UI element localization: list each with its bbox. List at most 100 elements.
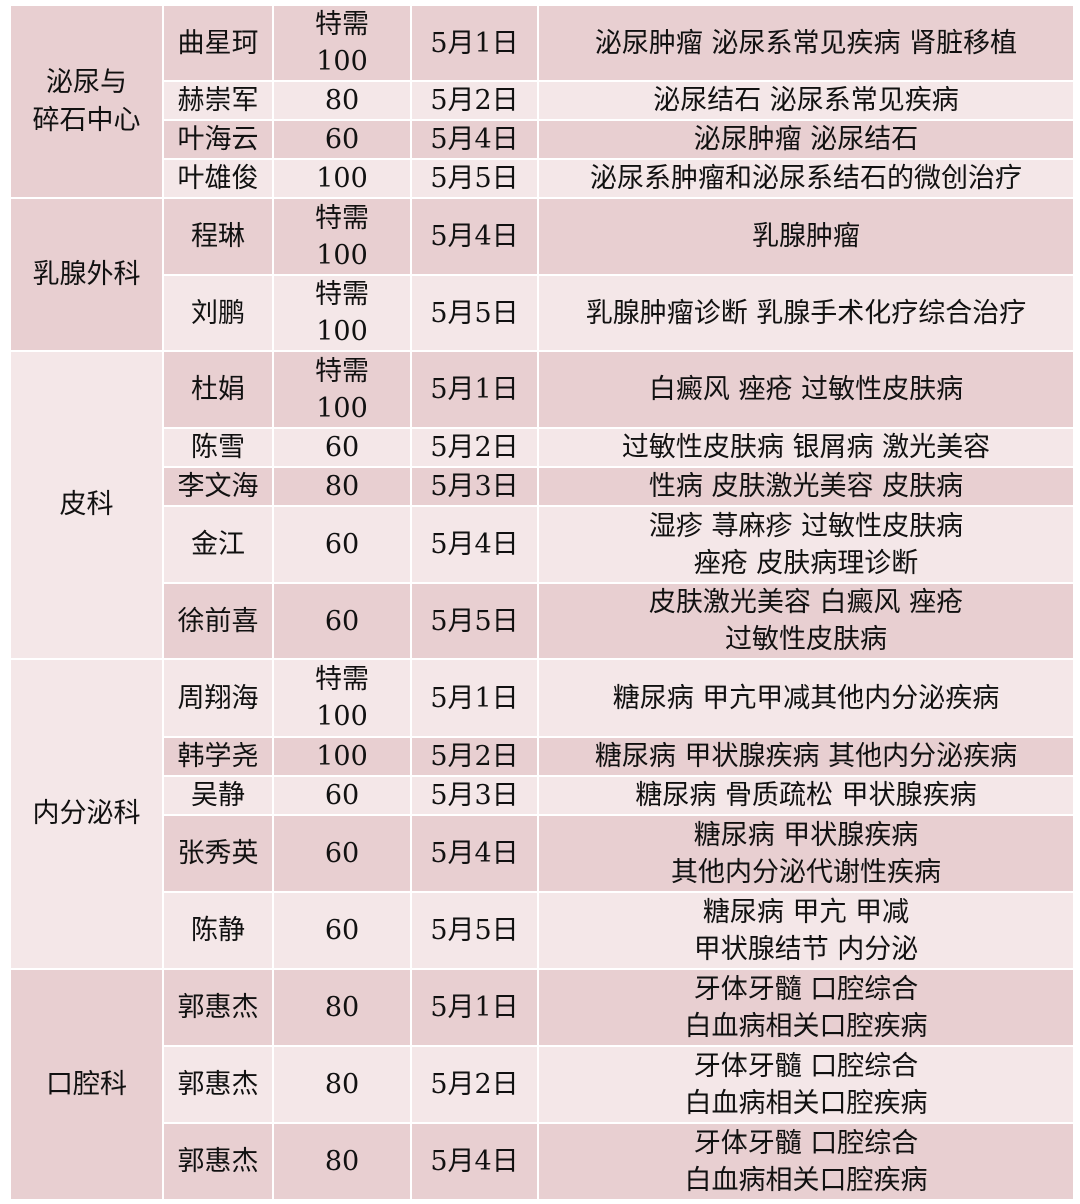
specialty-cell: 泌尿系肿瘤和泌尿系结石的微创治疗 <box>537 158 1075 199</box>
department-cell: 口腔科 <box>9 968 164 1201</box>
doctor-name-cell: 刘鹏 <box>162 274 274 352</box>
doctor-name-cell: 陈雪 <box>162 427 274 468</box>
table-row: 徐前喜 60 5月5日 皮肤激光美容 白癜风 痤疮 过敏性皮肤病 <box>10 582 1075 660</box>
table-row: 皮科 杜娟 特需 100 5月1日 白癜风 痤疮 过敏性皮肤病 <box>9 350 1075 660</box>
specialty-cell: 泌尿结石 泌尿系常见疾病 <box>537 80 1075 121</box>
department-cell: 内分泌科 <box>9 658 164 970</box>
doctor-name-cell: 郭惠杰 <box>162 1045 274 1124</box>
date-cell: 5月2日 <box>410 427 539 468</box>
specialty-cell: 糖尿病 甲状腺疾病 其他内分泌代谢性疾病 <box>537 814 1075 893</box>
table-row: 金江 60 5月4日 湿疹 荨麻疹 过敏性皮肤病 痤疮 皮肤病理诊断 <box>10 505 1075 584</box>
doctor-name-cell: 吴静 <box>162 775 274 816</box>
doctor-name-cell: 郭惠杰 <box>162 968 274 1047</box>
specialty-cell: 糖尿病 甲亢 甲减 甲状腺结节 内分泌 <box>537 891 1075 970</box>
table-row: 郭惠杰 80 5月4日 牙体牙髓 口腔综合 白血病相关口腔疾病 <box>10 1122 1075 1201</box>
specialty-cell: 牙体牙髓 口腔综合 白血病相关口腔疾病 <box>537 968 1075 1047</box>
date-cell: 5月2日 <box>410 80 539 121</box>
table-row: 李文海 80 5月3日 性病 皮肤激光美容 皮肤病 <box>10 466 1075 507</box>
department-cell: 泌尿与 碎石中心 <box>9 4 164 199</box>
fee-cell: 60 <box>272 119 412 160</box>
date-cell: 5月4日 <box>410 197 539 276</box>
fee-cell: 100 <box>272 158 412 199</box>
fee-cell: 60 <box>272 891 412 970</box>
specialty-cell: 过敏性皮肤病 银屑病 激光美容 <box>537 427 1075 468</box>
table-row: 乳腺外科 程琳 特需 100 5月4日 乳腺肿瘤 <box>9 197 1075 352</box>
date-cell: 5月1日 <box>410 658 539 738</box>
department-cell: 皮科 <box>9 350 164 660</box>
specialty-cell: 性病 皮肤激光美容 皮肤病 <box>537 466 1075 507</box>
fee-cell: 60 <box>272 814 412 893</box>
doctor-name-cell: 韩学尧 <box>162 736 274 777</box>
fee-cell: 特需 100 <box>272 274 412 352</box>
date-cell: 5月3日 <box>410 775 539 816</box>
fee-cell: 60 <box>272 582 412 660</box>
doctor-name-cell: 徐前喜 <box>162 582 274 660</box>
table-row: 韩学尧 100 5月2日 糖尿病 甲状腺疾病 其他内分泌疾病 <box>10 736 1075 777</box>
date-cell: 5月5日 <box>410 158 539 199</box>
date-cell: 5月4日 <box>410 1122 539 1201</box>
schedule-table: 泌尿与 碎石中心 曲星珂 特需 100 5月1日 泌尿肿瘤 泌尿系常见疾病 肾脏移植 赫崇… <box>9 4 1075 1201</box>
fee-cell: 60 <box>272 505 412 584</box>
specialty-cell: 牙体牙髓 口腔综合 白血病相关口腔疾病 <box>537 1045 1075 1124</box>
specialty-cell: 皮肤激光美容 白癜风 痤疮 过敏性皮肤病 <box>537 582 1075 660</box>
table-row: 内分泌科 周翔海 特需 100 5月1日 糖尿病 甲亢甲减其他内分泌疾病 <box>9 658 1075 970</box>
table-row: 陈静 60 5月5日 糖尿病 甲亢 甲减 甲状腺结节 内分泌 <box>10 891 1075 970</box>
date-cell: 5月4日 <box>410 119 539 160</box>
specialty-cell: 湿疹 荨麻疹 过敏性皮肤病 痤疮 皮肤病理诊断 <box>537 505 1075 584</box>
table-row: 陈雪 60 5月2日 过敏性皮肤病 银屑病 激光美容 <box>10 427 1075 468</box>
fee-cell: 特需 100 <box>272 4 412 82</box>
doctor-name-cell: 杜娟 <box>162 350 274 429</box>
date-cell: 5月5日 <box>410 582 539 660</box>
table-row: 叶海云 60 5月4日 泌尿肿瘤 泌尿结石 <box>10 119 1075 160</box>
fee-cell: 80 <box>272 1122 412 1201</box>
date-cell: 5月1日 <box>410 4 539 82</box>
doctor-name-cell: 郭惠杰 <box>162 1122 274 1201</box>
doctor-name-cell: 李文海 <box>162 466 274 507</box>
date-cell: 5月2日 <box>410 736 539 777</box>
fee-cell: 80 <box>272 466 412 507</box>
table-row: 叶雄俊 100 5月5日 泌尿系肿瘤和泌尿系结石的微创治疗 <box>10 158 1075 199</box>
doctor-name-cell: 金江 <box>162 505 274 584</box>
doctor-name-cell: 叶雄俊 <box>162 158 274 199</box>
specialty-cell: 糖尿病 甲亢甲减其他内分泌疾病 <box>537 658 1075 738</box>
fee-cell: 60 <box>272 775 412 816</box>
date-cell: 5月1日 <box>410 968 539 1047</box>
table-row: 郭惠杰 80 5月2日 牙体牙髓 口腔综合 白血病相关口腔疾病 <box>10 1045 1075 1124</box>
fee-cell: 80 <box>272 968 412 1047</box>
doctor-name-cell: 叶海云 <box>162 119 274 160</box>
fee-cell: 80 <box>272 80 412 121</box>
fee-cell: 100 <box>272 736 412 777</box>
fee-cell: 60 <box>272 427 412 468</box>
table-row: 刘鹏 特需 100 5月5日 乳腺肿瘤诊断 乳腺手术化疗综合治疗 <box>10 274 1075 352</box>
date-cell: 5月1日 <box>410 350 539 429</box>
fee-cell: 特需 100 <box>272 350 412 429</box>
specialty-cell: 白癜风 痤疮 过敏性皮肤病 <box>537 350 1075 429</box>
specialty-cell: 泌尿肿瘤 泌尿结石 <box>537 119 1075 160</box>
doctor-name-cell: 张秀英 <box>162 814 274 893</box>
fee-cell: 80 <box>272 1045 412 1124</box>
date-cell: 5月4日 <box>410 814 539 893</box>
specialty-cell: 乳腺肿瘤诊断 乳腺手术化疗综合治疗 <box>537 274 1075 352</box>
specialty-cell: 糖尿病 甲状腺疾病 其他内分泌疾病 <box>537 736 1075 777</box>
date-cell: 5月5日 <box>410 274 539 352</box>
specialty-cell: 牙体牙髓 口腔综合 白血病相关口腔疾病 <box>537 1122 1075 1201</box>
specialty-cell: 泌尿肿瘤 泌尿系常见疾病 肾脏移植 <box>537 4 1075 82</box>
department-cell: 乳腺外科 <box>9 197 164 352</box>
table-row: 口腔科 郭惠杰 80 5月1日 牙体牙髓 口腔综合 白血病相关口腔疾病 <box>9 968 1075 1201</box>
specialty-cell: 糖尿病 骨质疏松 甲状腺疾病 <box>537 775 1075 816</box>
doctor-name-cell: 赫崇军 <box>162 80 274 121</box>
specialty-cell: 乳腺肿瘤 <box>537 197 1075 276</box>
table-row: 吴静 60 5月3日 糖尿病 骨质疏松 甲状腺疾病 <box>10 775 1075 816</box>
table-row: 张秀英 60 5月4日 糖尿病 甲状腺疾病 其他内分泌代谢性疾病 <box>10 814 1075 893</box>
fee-cell: 特需 100 <box>272 197 412 276</box>
table-row: 赫崇军 80 5月2日 泌尿结石 泌尿系常见疾病 <box>10 80 1075 121</box>
date-cell: 5月4日 <box>410 505 539 584</box>
doctor-name-cell: 周翔海 <box>162 658 274 738</box>
doctor-name-cell: 曲星珂 <box>162 4 274 82</box>
doctor-name-cell: 程琳 <box>162 197 274 276</box>
date-cell: 5月3日 <box>410 466 539 507</box>
table-row: 泌尿与 碎石中心 曲星珂 特需 100 5月1日 泌尿肿瘤 泌尿系常见疾病 肾脏移植 <box>9 4 1075 199</box>
date-cell: 5月5日 <box>410 891 539 970</box>
fee-cell: 特需 100 <box>272 658 412 738</box>
date-cell: 5月2日 <box>410 1045 539 1124</box>
